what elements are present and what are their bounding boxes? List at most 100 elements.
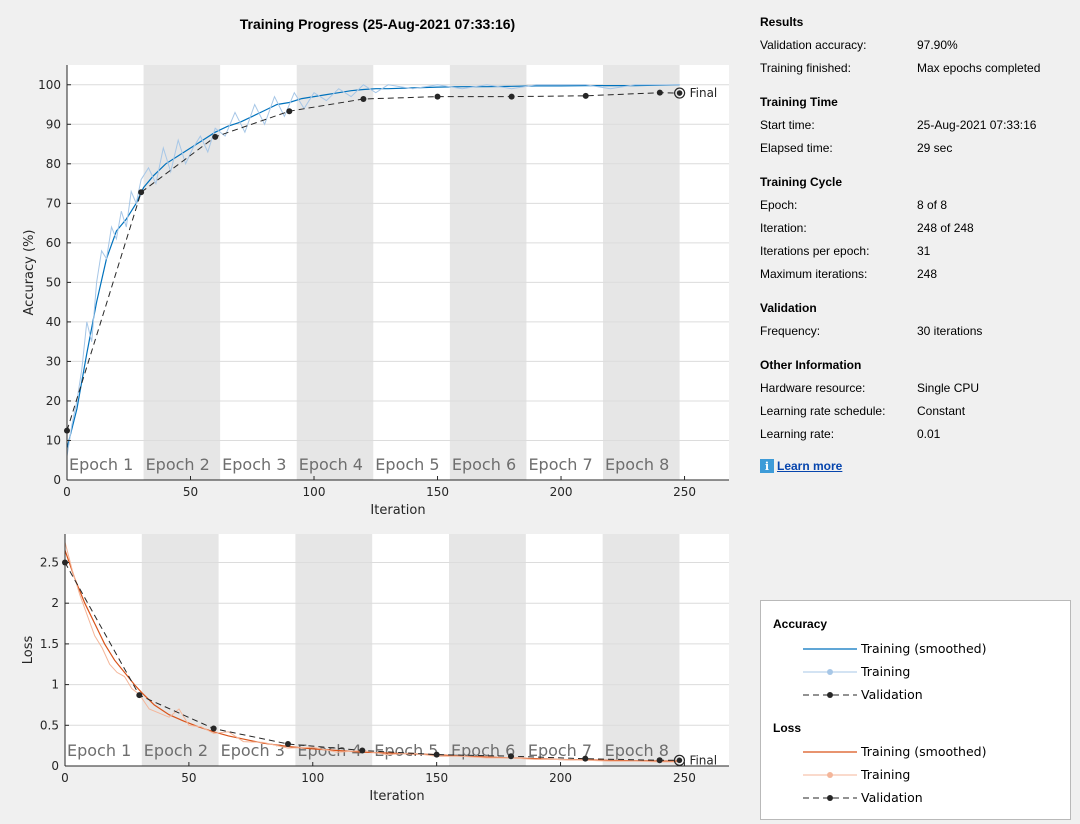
validation-point: [136, 692, 143, 699]
info-value: Max epochs completed: [917, 61, 1041, 75]
legend-item-label: Training (smoothed): [861, 641, 987, 656]
info-label: Validation accuracy:: [760, 38, 867, 52]
section-title: Training Time: [760, 95, 838, 109]
epoch-label: Epoch 7: [528, 741, 592, 760]
info-label: Elapsed time:: [760, 141, 833, 155]
info-label: Training finished:: [760, 61, 851, 75]
epoch-band: [141, 534, 219, 766]
training-smoothed-line: [66, 84, 680, 449]
final-label: Final: [689, 753, 717, 767]
section-title: Results: [760, 15, 804, 29]
epoch-label: Epoch 6: [452, 455, 516, 474]
validation-point: [656, 757, 663, 764]
x-tick-label: 250: [673, 771, 696, 785]
x-axis-label: Iteration: [369, 789, 424, 804]
validation-point: [210, 725, 217, 732]
validation-point: [507, 753, 514, 760]
epoch-label: Epoch 1: [67, 741, 131, 760]
legend-symbol: [803, 795, 857, 801]
y-tick-label: 0.5: [40, 718, 59, 732]
legend-symbol: [803, 669, 857, 675]
info-icon: i: [760, 459, 774, 473]
info-value: Constant: [917, 404, 966, 418]
y-axis-label: Loss: [21, 636, 36, 665]
x-tick-label: 200: [549, 771, 572, 785]
x-tick-label: 200: [550, 485, 573, 499]
y-tick-label: 2: [51, 596, 59, 610]
validation-point: [360, 95, 367, 102]
info-value: 97.90%: [917, 38, 958, 52]
epoch-band: [603, 65, 680, 480]
epoch-band: [295, 534, 373, 766]
epoch-band: [143, 65, 221, 480]
x-tick-label: 50: [181, 771, 196, 785]
y-tick-label: 10: [46, 433, 61, 447]
validation-point: [434, 93, 441, 100]
legend-marker: [827, 795, 833, 801]
learn-more-link[interactable]: Learn more: [777, 459, 843, 473]
epoch-label: Epoch 1: [69, 455, 133, 474]
validation-point: [286, 108, 293, 115]
y-axis-label: Accuracy (%): [22, 230, 37, 316]
info-value: 248: [917, 267, 938, 281]
x-tick-label: 150: [426, 485, 449, 499]
y-tick-label: 20: [46, 394, 61, 408]
final-label: Final: [690, 86, 718, 100]
epoch-label: Epoch 3: [221, 741, 285, 760]
y-tick-label: 1: [51, 678, 59, 692]
final-marker: [673, 87, 686, 99]
epoch-label: Epoch 5: [375, 455, 439, 474]
legend-section-title: Loss: [773, 721, 802, 735]
legend-item-label: Training: [861, 767, 911, 782]
epoch-label: Epoch 4: [299, 455, 363, 474]
accuracy-chart: Epoch 1 Epoch 2 Epoch 3 Epoch 4 Epoch 5 Epoch…: [22, 65, 729, 518]
info-value: 248 of 248: [917, 221, 974, 235]
final-point: [676, 90, 683, 96]
legend-marker: [827, 772, 833, 778]
validation-line: [64, 562, 680, 761]
y-tick-label: 70: [46, 196, 61, 210]
epoch-band: [449, 65, 527, 480]
legend-box: Accuracy Training (smoothed) Training Valid…: [760, 600, 1071, 820]
legend-symbol: [803, 772, 857, 778]
validation-point: [582, 92, 589, 99]
legend-item-label: Training: [861, 664, 911, 679]
info-value: 29 sec: [917, 141, 953, 155]
epoch-label: Epoch 7: [528, 455, 592, 474]
y-tick-label: 50: [46, 275, 61, 289]
validation-point: [433, 751, 440, 758]
info-label: Hardware resource:: [760, 381, 866, 395]
y-tick-label: 80: [46, 157, 61, 171]
x-tick-label: 150: [425, 771, 448, 785]
validation-point: [138, 189, 145, 196]
training-line: [64, 541, 680, 763]
legend-marker: [827, 669, 833, 675]
y-tick-label: 0: [53, 473, 61, 487]
training-line: [66, 84, 680, 457]
validation-line: [66, 92, 680, 431]
legend-item-label: Validation: [861, 790, 923, 805]
validation-point: [508, 93, 515, 100]
x-tick-label: 0: [63, 485, 71, 499]
validation-point: [656, 89, 663, 96]
x-axis-label: Iteration: [370, 503, 425, 518]
info-label: Learning rate:: [760, 427, 835, 441]
y-tick-label: 90: [46, 117, 61, 131]
legend-symbol: [803, 648, 857, 650]
legend-section-title: Accuracy: [773, 617, 828, 631]
epoch-label: Epoch 8: [605, 455, 669, 474]
info-value: 31: [917, 244, 931, 258]
epoch-band: [602, 534, 680, 766]
validation-point: [359, 747, 366, 754]
y-tick-label: 30: [46, 354, 61, 368]
loss-chart: Epoch 1 Epoch 2 Epoch 3 Epoch 4 Epoch 5 Epoch…: [21, 534, 729, 804]
epoch-band: [449, 534, 526, 766]
info-label: Learning rate schedule:: [760, 404, 886, 418]
info-value: 8 of 8: [917, 198, 948, 212]
y-tick-label: 0: [51, 759, 59, 773]
epoch-label: Epoch 2: [144, 741, 208, 760]
epoch-label: Epoch 8: [605, 741, 669, 760]
epoch-label: Epoch 2: [146, 455, 210, 474]
info-value: 25-Aug-2021 07:33:16: [917, 118, 1037, 132]
validation-point: [582, 755, 589, 762]
